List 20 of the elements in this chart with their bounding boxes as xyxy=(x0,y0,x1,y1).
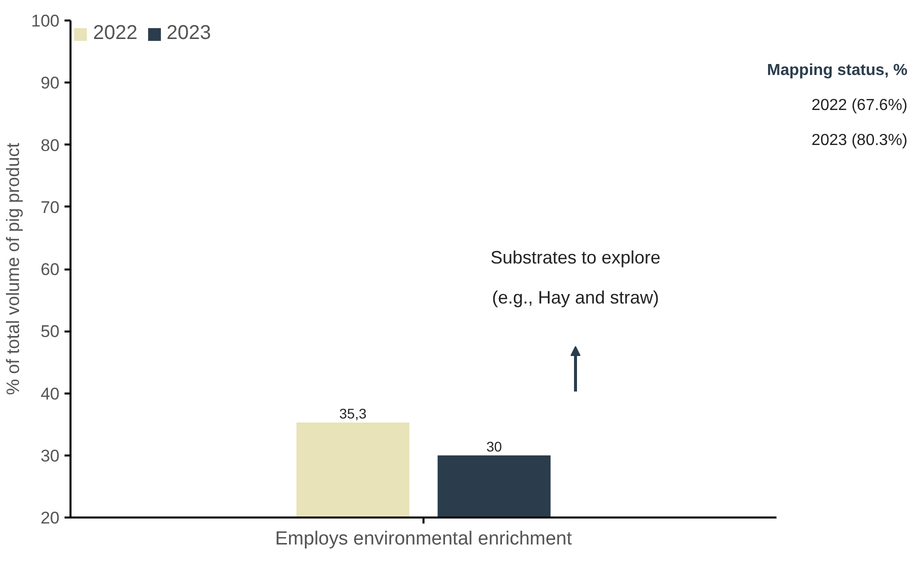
text: 2023 (80.3%) xyxy=(811,132,908,149)
y-axis-title: % of total volume of pig product xyxy=(3,142,24,396)
y-tick-label: 30 xyxy=(40,446,60,466)
y-tick-label: 80 xyxy=(40,136,60,155)
y-tick-label: 50 xyxy=(40,322,60,342)
annotation: Mapping status, % xyxy=(767,62,908,79)
data-label: 35,3 xyxy=(339,405,367,422)
y-tick-label: 90 xyxy=(40,74,60,93)
y-tick-label: 40 xyxy=(40,384,60,404)
y-tick-label: 60 xyxy=(40,260,60,279)
text: 2022 (67.6%) xyxy=(811,97,908,114)
y-tick-label: 70 xyxy=(40,198,60,217)
data-label: 30 xyxy=(486,438,502,454)
legend-label: 2022 xyxy=(93,22,138,45)
x-tick-label: Employs environmental enrichment xyxy=(275,528,573,550)
legend-label: 2023 xyxy=(166,22,211,45)
annotation: Substrates to explore xyxy=(490,248,661,268)
y-tick-label: 100 xyxy=(31,12,60,30)
annotation: (e.g., Hay and straw) xyxy=(492,288,660,308)
y-tick-label: 20 xyxy=(40,508,60,528)
